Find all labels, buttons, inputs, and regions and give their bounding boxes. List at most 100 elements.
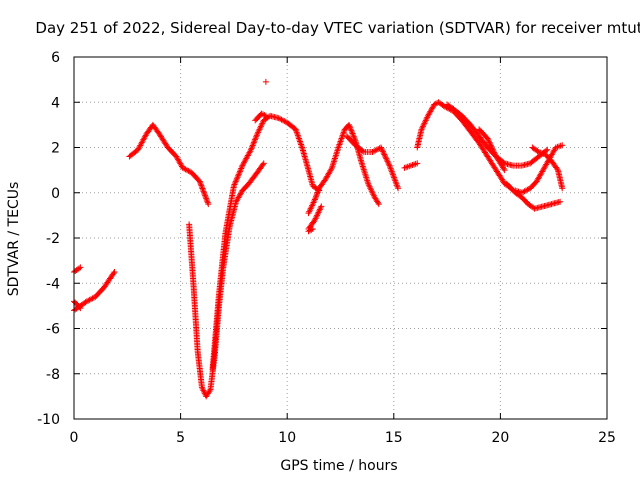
x-tick-label: 10: [278, 430, 296, 446]
data-point-marker: [250, 139, 257, 146]
data-point-marker: [347, 124, 354, 131]
data-point-marker: [313, 192, 320, 199]
x-axis-label: GPS time / hours: [280, 458, 397, 474]
data-point-marker: [557, 198, 564, 205]
data-point-marker: [318, 203, 325, 210]
data-point-marker: [201, 191, 208, 198]
data-point-marker: [383, 155, 390, 162]
data-point-marker: [253, 133, 260, 140]
data-point-marker: [328, 166, 335, 173]
data-point-marker: [337, 138, 344, 145]
data-point-marker: [247, 146, 254, 153]
data-point-marker: [339, 132, 346, 139]
data-point-marker: [252, 135, 259, 142]
data-point-marker: [336, 141, 343, 148]
data-point-marker: [262, 78, 269, 85]
data-point-marker: [359, 148, 366, 155]
data-point-marker: [379, 147, 386, 154]
data-point-marker: [489, 145, 496, 152]
data-point-marker: [350, 133, 357, 140]
data-point-marker: [199, 185, 206, 192]
data-point-marker: [231, 181, 238, 188]
data-point-marker: [491, 150, 498, 157]
data-point-marker: [296, 136, 303, 143]
data-point-marker: [379, 148, 386, 155]
data-point-marker: [308, 226, 315, 233]
data-point-marker: [298, 142, 305, 149]
data-point-marker: [559, 142, 566, 149]
data-point-marker: [260, 160, 267, 167]
data-point-marker: [380, 150, 387, 157]
y-tick-label: 0: [51, 186, 60, 202]
data-point-marker: [238, 164, 245, 171]
data-point-marker: [235, 172, 242, 179]
data-point-marker: [297, 139, 304, 146]
data-point-marker: [235, 171, 242, 178]
grid-layer: [74, 57, 607, 419]
data-point-marker: [296, 138, 303, 145]
data-point-marker: [485, 138, 492, 145]
tick-layer: 0 5 10 15 20 25 -10 -8 -6 -4 -2 0 2 4 6: [37, 50, 616, 446]
data-point-marker: [378, 145, 385, 152]
data-point-marker: [203, 195, 210, 202]
x-tick-label: 15: [385, 430, 403, 446]
data-point-marker: [346, 123, 353, 130]
data-point-marker: [200, 188, 207, 195]
data-point-marker: [486, 139, 493, 146]
data-point-marker: [351, 134, 358, 141]
data-point-marker: [384, 158, 391, 165]
data-point-marker: [233, 175, 240, 182]
data-point-marker: [414, 160, 421, 167]
data-point-marker: [204, 198, 211, 205]
data-point-marker: [238, 165, 245, 172]
data-point-marker: [76, 265, 83, 272]
data-point-marker: [381, 151, 388, 158]
data-point-marker: [232, 180, 239, 187]
data-point-marker: [349, 130, 356, 137]
data-point-marker: [201, 189, 208, 196]
data-point-marker: [375, 199, 382, 206]
data-point-marker: [234, 174, 241, 181]
data-point-marker: [236, 169, 243, 176]
data-point-marker: [341, 127, 348, 134]
data-point-marker: [487, 142, 494, 149]
data-point-marker: [488, 143, 495, 150]
data-point-marker: [295, 135, 302, 142]
data-point-marker: [202, 192, 209, 199]
y-tick-label: -6: [46, 322, 60, 338]
data-point-marker: [348, 127, 355, 134]
data-point-marker: [315, 188, 322, 195]
data-point-marker: [306, 227, 313, 234]
data-point-marker: [314, 190, 321, 197]
data-point-marker: [487, 141, 494, 148]
data-point-marker: [312, 193, 319, 200]
data-point-marker: [485, 136, 492, 143]
data-point-marker: [236, 168, 243, 175]
data-point-marker: [247, 148, 254, 155]
data-point-marker: [350, 131, 357, 138]
data-point-marker: [203, 196, 210, 203]
data-point-marker: [233, 177, 240, 184]
data-point-marker: [336, 139, 343, 146]
data-point-marker: [335, 142, 342, 149]
data-point-marker: [298, 141, 305, 148]
data-point-marker: [501, 167, 508, 174]
data-point-marker: [335, 144, 342, 151]
x-tick-label: 20: [491, 430, 509, 446]
data-point-marker: [110, 270, 117, 277]
data-point-marker: [375, 201, 382, 208]
data-point-marker: [534, 148, 541, 155]
data-point-marker: [77, 305, 84, 312]
data-point-marker: [251, 138, 258, 145]
y-tick-label: 6: [51, 50, 60, 66]
data-point-marker: [76, 304, 83, 311]
data-point-marker: [230, 182, 237, 189]
data-point-marker: [339, 133, 346, 140]
data-point-marker: [314, 189, 321, 196]
data-point-marker: [259, 161, 266, 168]
data-point-marker: [253, 132, 260, 139]
data-point-marker: [378, 144, 385, 151]
data-point-marker: [346, 121, 353, 128]
